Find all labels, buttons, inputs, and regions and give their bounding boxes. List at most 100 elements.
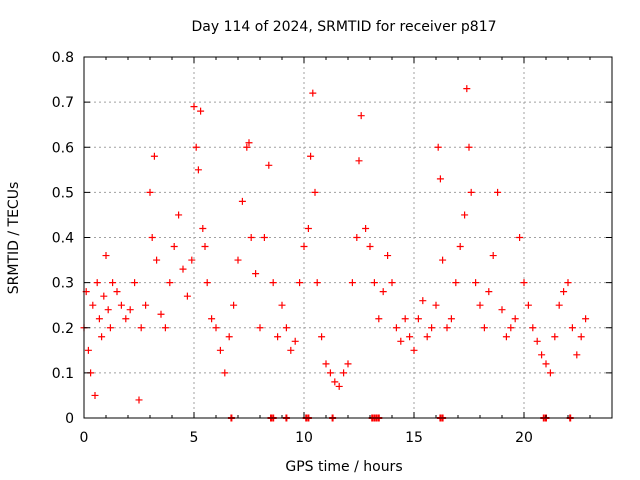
data-point bbox=[423, 333, 431, 341]
data-point bbox=[98, 333, 106, 341]
data-point bbox=[335, 382, 343, 390]
data-point bbox=[452, 279, 460, 287]
data-point bbox=[555, 301, 563, 309]
data-point bbox=[520, 279, 528, 287]
data-point bbox=[197, 107, 205, 115]
data-point bbox=[245, 139, 253, 147]
data-point bbox=[353, 234, 361, 241]
chart-title: Day 114 of 2024, SRMTID for receiver p81… bbox=[191, 19, 496, 35]
data-point bbox=[113, 288, 121, 296]
data-point bbox=[252, 270, 260, 278]
data-point bbox=[331, 378, 339, 386]
data-point bbox=[234, 256, 242, 264]
data-point bbox=[170, 243, 178, 251]
data-point bbox=[282, 324, 290, 332]
data-point bbox=[560, 288, 568, 296]
data-point bbox=[419, 297, 427, 305]
data-point bbox=[434, 143, 442, 151]
data-point bbox=[122, 315, 130, 323]
data-point bbox=[278, 301, 286, 309]
data-point bbox=[529, 324, 537, 332]
data-point bbox=[472, 279, 480, 287]
data-point bbox=[362, 224, 370, 232]
data-point bbox=[410, 346, 418, 354]
data-point bbox=[148, 234, 156, 241]
data-point bbox=[533, 337, 541, 345]
y-axis-label: SRMTID / TECUs bbox=[6, 182, 22, 295]
data-point bbox=[166, 279, 174, 287]
data-point bbox=[480, 324, 488, 332]
data-point bbox=[357, 112, 365, 120]
x-tick-label: 15 bbox=[405, 430, 423, 446]
data-point bbox=[188, 256, 196, 264]
data-point bbox=[573, 351, 581, 359]
data-point bbox=[212, 324, 220, 332]
data-point bbox=[516, 234, 524, 241]
data-point bbox=[102, 252, 110, 260]
data-point bbox=[95, 315, 103, 323]
data-point bbox=[256, 324, 264, 332]
data-point bbox=[388, 279, 396, 287]
data-point bbox=[318, 333, 326, 341]
y-tick-label: 0.6 bbox=[52, 140, 74, 156]
data-point bbox=[265, 161, 273, 169]
data-point bbox=[326, 369, 334, 377]
data-point bbox=[546, 369, 554, 377]
data-point bbox=[439, 256, 447, 264]
data-point bbox=[401, 315, 409, 323]
data-point bbox=[225, 333, 233, 341]
data-point bbox=[309, 89, 317, 97]
data-point bbox=[91, 391, 99, 399]
axis-ticks: 0 0.1 0.2 0.3 0.4 0.5 0.6 0.7 0.8 0 5 10 15 20 bbox=[52, 50, 612, 446]
data-point bbox=[179, 265, 187, 273]
data-point bbox=[238, 197, 246, 205]
data-point bbox=[564, 279, 572, 287]
data-point bbox=[230, 301, 238, 309]
data-point bbox=[274, 333, 282, 341]
data-point bbox=[485, 288, 493, 296]
data-point bbox=[379, 288, 387, 296]
data-point bbox=[348, 279, 356, 287]
data-point bbox=[142, 301, 150, 309]
y-tick-label: 0 bbox=[65, 411, 74, 427]
data-point bbox=[461, 211, 469, 219]
data-point bbox=[344, 360, 352, 368]
data-point bbox=[117, 301, 125, 309]
data-point bbox=[203, 279, 211, 287]
data-point bbox=[300, 243, 308, 251]
data-point bbox=[183, 292, 191, 300]
data-point bbox=[494, 188, 502, 196]
data-point bbox=[146, 188, 154, 196]
data-point bbox=[126, 306, 134, 314]
data-point bbox=[296, 279, 304, 287]
data-point bbox=[137, 324, 145, 332]
data-point bbox=[582, 315, 590, 323]
data-point bbox=[84, 346, 92, 354]
data-point bbox=[100, 292, 108, 300]
data-point bbox=[443, 324, 451, 332]
data-point bbox=[89, 301, 97, 309]
y-tick-label: 0.3 bbox=[52, 276, 74, 292]
data-point bbox=[507, 324, 515, 332]
data-point bbox=[366, 243, 374, 251]
data-point bbox=[551, 333, 559, 341]
data-point bbox=[538, 351, 546, 359]
data-point bbox=[322, 360, 330, 368]
x-tick-label: 10 bbox=[295, 430, 313, 446]
x-tick-label: 5 bbox=[190, 430, 199, 446]
data-point bbox=[465, 143, 473, 151]
y-tick-label: 0.5 bbox=[52, 185, 74, 201]
data-point bbox=[247, 234, 255, 241]
data-point bbox=[311, 188, 319, 196]
y-tick-label: 0.8 bbox=[52, 50, 74, 66]
data-point bbox=[157, 310, 165, 318]
data-point bbox=[131, 279, 139, 287]
data-point bbox=[221, 369, 229, 377]
data-points bbox=[80, 85, 590, 422]
y-tick-label: 0.2 bbox=[52, 321, 74, 337]
data-point bbox=[269, 279, 277, 287]
data-point bbox=[355, 157, 363, 165]
data-point bbox=[489, 252, 497, 260]
data-point bbox=[243, 143, 251, 151]
data-point bbox=[291, 337, 299, 345]
